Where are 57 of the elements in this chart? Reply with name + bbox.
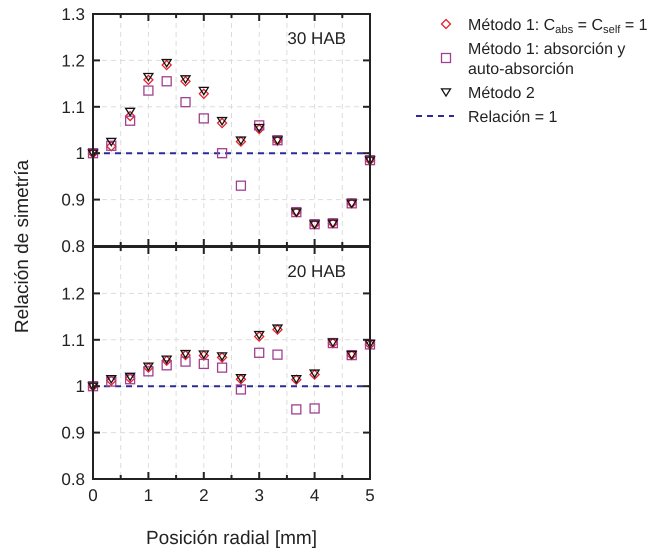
point [143,85,154,96]
y-tick-label: 1 [76,377,85,396]
point [254,120,264,131]
point [198,88,209,99]
point [216,148,228,158]
point [180,356,191,367]
point [272,350,283,360]
point [143,366,154,376]
y-tick-label: 0.8 [61,237,85,256]
point [216,118,228,128]
point [162,76,172,86]
point [180,75,191,84]
point [198,113,209,124]
point [254,330,264,340]
y-tick-label: 1.2 [61,284,85,304]
x-tick-label: 0 [88,486,98,505]
point [198,358,209,370]
point [143,74,154,86]
y-tick-label: 1.1 [61,98,85,117]
point [291,404,302,415]
y-tick-label: 1 [76,144,85,164]
x-tick-label: 2 [199,486,209,505]
y-tick-label: 0.9 [61,424,85,443]
y-tick-label: 1.2 [61,51,85,70]
legend-label: Método 2 [468,85,535,102]
point [124,110,136,122]
point [162,60,172,70]
point [143,72,154,82]
legend-label: Método 1: C$_{abs}$ = C$_{self}$ = 1 [468,17,648,36]
y-tick-label: 0.8 [61,470,85,489]
x-axis-title: Posición radial [mm] [146,528,318,549]
point [162,360,172,370]
legend-label: Método 1: absorción y auto-absorción [468,41,626,78]
annotation: 20 HAB [287,262,346,281]
point [236,180,246,191]
annotation: 30 HAB [287,29,346,48]
legend-label: Relación = 1 [468,109,558,126]
point [309,403,320,414]
x-tick-label: 5 [365,486,375,505]
point [124,108,136,116]
x-tick-label: 3 [254,486,264,505]
x-tick-label: 1 [144,486,154,505]
point [254,348,264,358]
point [236,384,246,395]
y-tick-label: 0.9 [61,190,85,210]
point [124,116,136,126]
point [106,138,116,146]
point [216,116,228,126]
point [162,58,172,68]
point [216,362,228,373]
point [198,86,209,96]
point [106,374,116,384]
point [180,97,191,108]
y-axis-title: Relación de simetría [12,159,33,334]
x-tick-label: 4 [310,486,320,505]
y-tick-label: 1.1 [61,330,85,350]
y-tick-label: 1.3 [61,5,85,24]
